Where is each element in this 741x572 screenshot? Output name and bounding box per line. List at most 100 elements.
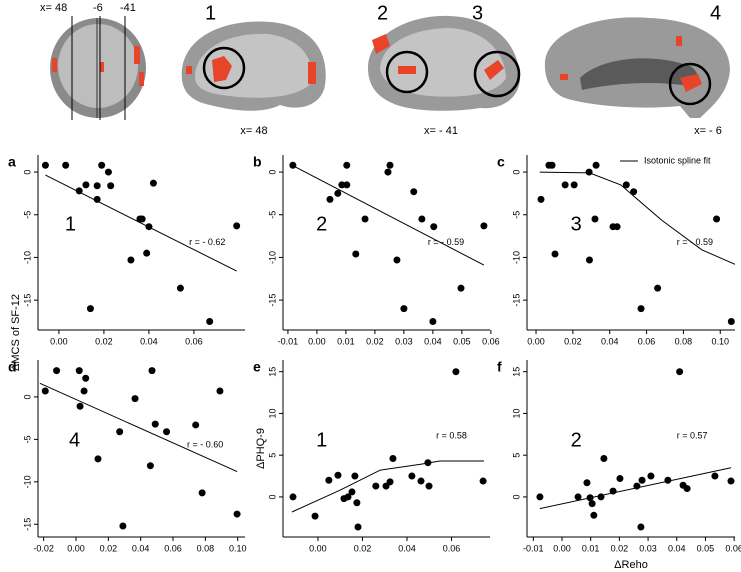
x-tick-label: 0.04	[140, 336, 158, 346]
region-number: 1	[205, 2, 216, 24]
region-number: 1	[316, 430, 327, 452]
panel-letter: d	[8, 359, 17, 375]
point	[676, 368, 684, 376]
fit-line	[539, 467, 732, 510]
x-tick-label: 0.01	[337, 336, 355, 346]
x-tick-label: -0.01	[523, 543, 544, 553]
x-tick-label: 0.06	[443, 543, 461, 553]
y-tick-label: -5	[22, 211, 32, 219]
x-tick-label: 0.02	[611, 543, 629, 553]
correlation: r = - 0.62	[189, 237, 225, 247]
coronal-label: -41	[120, 2, 136, 14]
panel-letter: e	[253, 359, 261, 375]
point	[127, 256, 135, 264]
y-axis-label: ΔMCS of SF-12	[10, 294, 22, 371]
point	[233, 510, 241, 518]
point	[570, 181, 578, 189]
point	[372, 482, 380, 490]
y-tick-label: -15	[22, 518, 32, 531]
point	[148, 367, 156, 375]
point	[393, 256, 401, 264]
point	[334, 471, 342, 479]
point	[104, 168, 112, 176]
y-tick-label: -10	[22, 251, 32, 264]
x-tick-label: 0.00	[527, 336, 545, 346]
x-tick-label: 0.00	[553, 543, 571, 553]
y-tick-label: -15	[22, 294, 32, 307]
point	[727, 317, 735, 325]
point	[146, 462, 154, 470]
slice-label: x= 48	[240, 125, 267, 137]
x-tick-label: 0.00	[50, 336, 68, 346]
x-tick-label: 0.02	[366, 336, 384, 346]
point	[457, 284, 465, 292]
point	[630, 188, 638, 196]
correlation: r = - 0.60	[187, 439, 223, 449]
y-tick-label: -10	[267, 251, 277, 264]
point	[354, 523, 362, 531]
y-tick-label: 10	[511, 408, 521, 418]
point	[418, 215, 426, 223]
coronal-label: -6	[93, 2, 103, 14]
point	[216, 387, 224, 395]
x-tick-label: 0.00	[67, 543, 85, 553]
point	[638, 476, 646, 484]
y-tick-label: -15	[267, 294, 277, 307]
point	[75, 367, 83, 375]
x-tick-label: 0.02	[95, 336, 113, 346]
fit-line	[291, 460, 484, 513]
y-tick-label: -5	[22, 435, 32, 443]
point	[597, 493, 605, 501]
point	[163, 428, 171, 436]
point	[551, 250, 559, 258]
point	[386, 161, 394, 169]
point	[206, 317, 214, 325]
point	[479, 477, 487, 485]
sagittal-brain-1	[181, 21, 326, 111]
point	[352, 250, 360, 258]
region-number: 2	[377, 2, 388, 24]
point	[343, 181, 351, 189]
x-tick-label: 0.05	[697, 543, 715, 553]
y-tick-label: 5	[511, 453, 521, 458]
region-number: 2	[316, 213, 327, 235]
point	[176, 284, 184, 292]
point	[311, 512, 319, 520]
slice-label: x= - 41	[424, 125, 458, 137]
point	[583, 479, 591, 487]
point	[585, 168, 593, 176]
correlation: r = 0.57	[677, 430, 708, 440]
point	[334, 189, 342, 197]
x-tick-label: 0.04	[668, 543, 686, 553]
point	[93, 195, 101, 203]
panel-letter: f	[497, 359, 502, 375]
point	[536, 493, 544, 501]
x-tick-label: 0.01	[582, 543, 600, 553]
point	[325, 476, 333, 484]
point	[198, 489, 206, 497]
point	[408, 472, 416, 480]
point	[480, 222, 488, 230]
point	[585, 256, 593, 264]
point	[86, 305, 94, 313]
y-tick-label: 5	[267, 453, 277, 458]
sagittal-brain-2	[368, 15, 521, 111]
x-tick-label: -0.01	[278, 336, 299, 346]
point	[727, 477, 735, 485]
point	[338, 181, 346, 189]
point	[430, 223, 438, 231]
point	[233, 222, 241, 230]
point	[386, 478, 394, 486]
point	[151, 420, 159, 428]
point	[429, 317, 437, 325]
x-tick-label: 0.00	[308, 336, 326, 346]
point	[98, 161, 106, 169]
region-number: 1	[65, 213, 76, 235]
point	[82, 181, 90, 189]
point	[600, 455, 608, 463]
point	[93, 182, 101, 190]
point	[637, 305, 645, 313]
x-tick-label: 0.03	[639, 543, 657, 553]
point	[425, 482, 433, 490]
